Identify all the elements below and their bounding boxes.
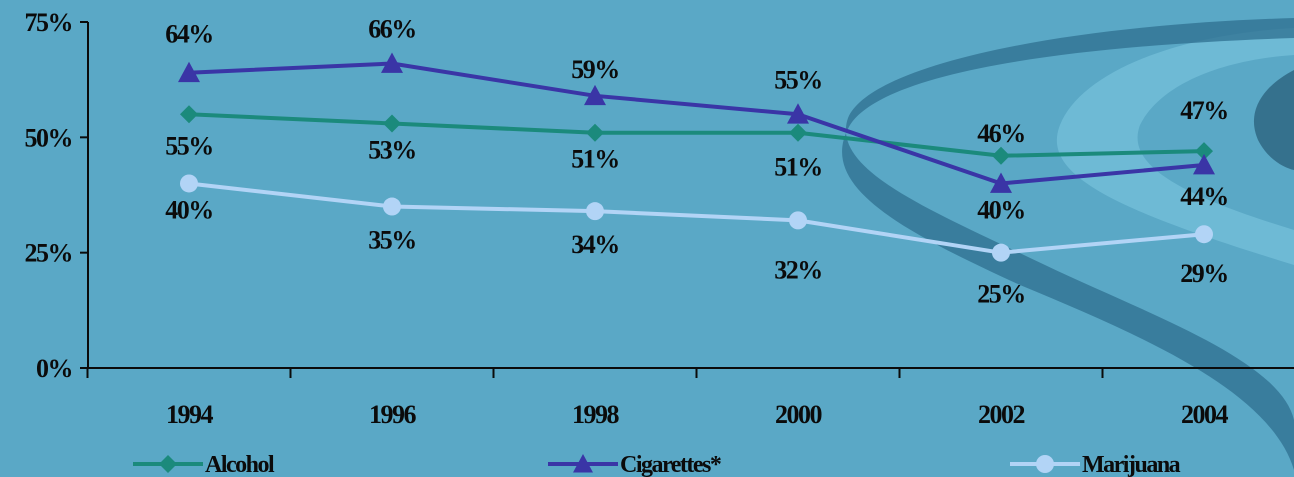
swoosh-cap <box>1253 70 1294 170</box>
alcohol-point <box>383 114 401 133</box>
cigarettes-data-label: 44% <box>1180 182 1228 211</box>
cigarettes-point <box>381 52 403 73</box>
marijuana-point <box>383 197 401 216</box>
alcohol-data-label: 46% <box>977 119 1025 148</box>
cigarettes-data-label: 59% <box>571 55 619 84</box>
cigarettes-data-label: 64% <box>165 20 213 49</box>
legend-label: Alcohol <box>205 452 275 477</box>
x-tick-label: 1994 <box>166 400 214 429</box>
x-tick-label: 2000 <box>775 400 823 429</box>
legend-label: Cigarettes* <box>620 452 721 477</box>
legend-swatch-marker <box>159 455 177 473</box>
series-alcohol <box>180 105 1213 165</box>
x-tick-label: 1996 <box>369 400 417 429</box>
marijuana-point <box>789 211 807 230</box>
swoosh-dark-band <box>842 18 1294 470</box>
y-tick-label: 50% <box>25 123 73 152</box>
marijuana-line <box>188 181 1205 255</box>
cigarettes-point <box>990 172 1012 193</box>
marijuana-point <box>992 243 1010 262</box>
x-tick-label: 2004 <box>1181 400 1229 429</box>
series-cigarettes <box>178 52 1215 193</box>
x-tick-label: 2002 <box>978 400 1025 429</box>
y-tick-label: 75% <box>25 8 73 37</box>
marijuana-point <box>1195 225 1213 244</box>
alcohol-point <box>992 146 1010 165</box>
background-swoosh-decoration <box>842 18 1294 470</box>
swoosh-light-band <box>1056 28 1294 265</box>
legend: Alcohol Cigarettes* Marijuana <box>133 452 1182 477</box>
alcohol-data-label: 53% <box>368 135 416 164</box>
cigarettes-point <box>584 84 606 106</box>
alcohol-point <box>1195 142 1213 161</box>
series-layer <box>178 52 1215 262</box>
cigarettes-line <box>188 61 1205 186</box>
legend-item-alcohol: Alcohol <box>133 452 277 477</box>
marijuana-data-label: 34% <box>571 230 619 259</box>
y-tick-label: 0% <box>36 354 72 383</box>
marijuana-point <box>586 202 604 221</box>
legend-swatch-marker <box>573 454 593 473</box>
marijuana-data-label: 35% <box>368 226 416 255</box>
cigarettes-data-label: 40% <box>977 195 1025 224</box>
cigarettes-point <box>1193 154 1215 175</box>
alcohol-point <box>180 105 198 124</box>
legend-swatch-marker <box>1036 455 1054 473</box>
alcohol-line <box>188 112 1205 158</box>
data-labels: 55% 53% 51% 51% 46% 47% 64% 66% 59% 55% 40% 44% 40% 3… <box>165 15 1229 309</box>
marijuana-data-label: 29% <box>1180 259 1228 288</box>
marijuana-data-label: 25% <box>977 280 1025 309</box>
legend-item-marijuana: Marijuana <box>1010 452 1182 477</box>
cigarettes-data-label: 55% <box>774 65 822 94</box>
marijuana-point <box>180 174 198 193</box>
cigarettes-point <box>787 103 809 124</box>
alcohol-point <box>586 123 604 142</box>
alcohol-data-label: 47% <box>1180 96 1228 125</box>
marijuana-data-label: 32% <box>774 255 822 284</box>
legend-label: Marijuana <box>1082 452 1181 477</box>
y-tick-label: 25% <box>25 239 73 268</box>
alcohol-data-label: 51% <box>774 153 822 182</box>
legend-item-cigarettes: Cigarettes* <box>548 452 722 477</box>
cigarettes-point <box>178 61 200 83</box>
x-tick-label: 1998 <box>572 400 620 429</box>
alcohol-data-label: 51% <box>571 145 619 174</box>
alcohol-point <box>789 123 807 142</box>
cigarettes-data-label: 66% <box>368 15 416 44</box>
series-marijuana <box>180 174 1213 262</box>
axes: 0% 25% 50% 75% 1994 1996 1998 2000 2002 2004 <box>25 8 1294 429</box>
marijuana-data-label: 40% <box>165 195 213 224</box>
alcohol-data-label: 55% <box>165 131 213 160</box>
